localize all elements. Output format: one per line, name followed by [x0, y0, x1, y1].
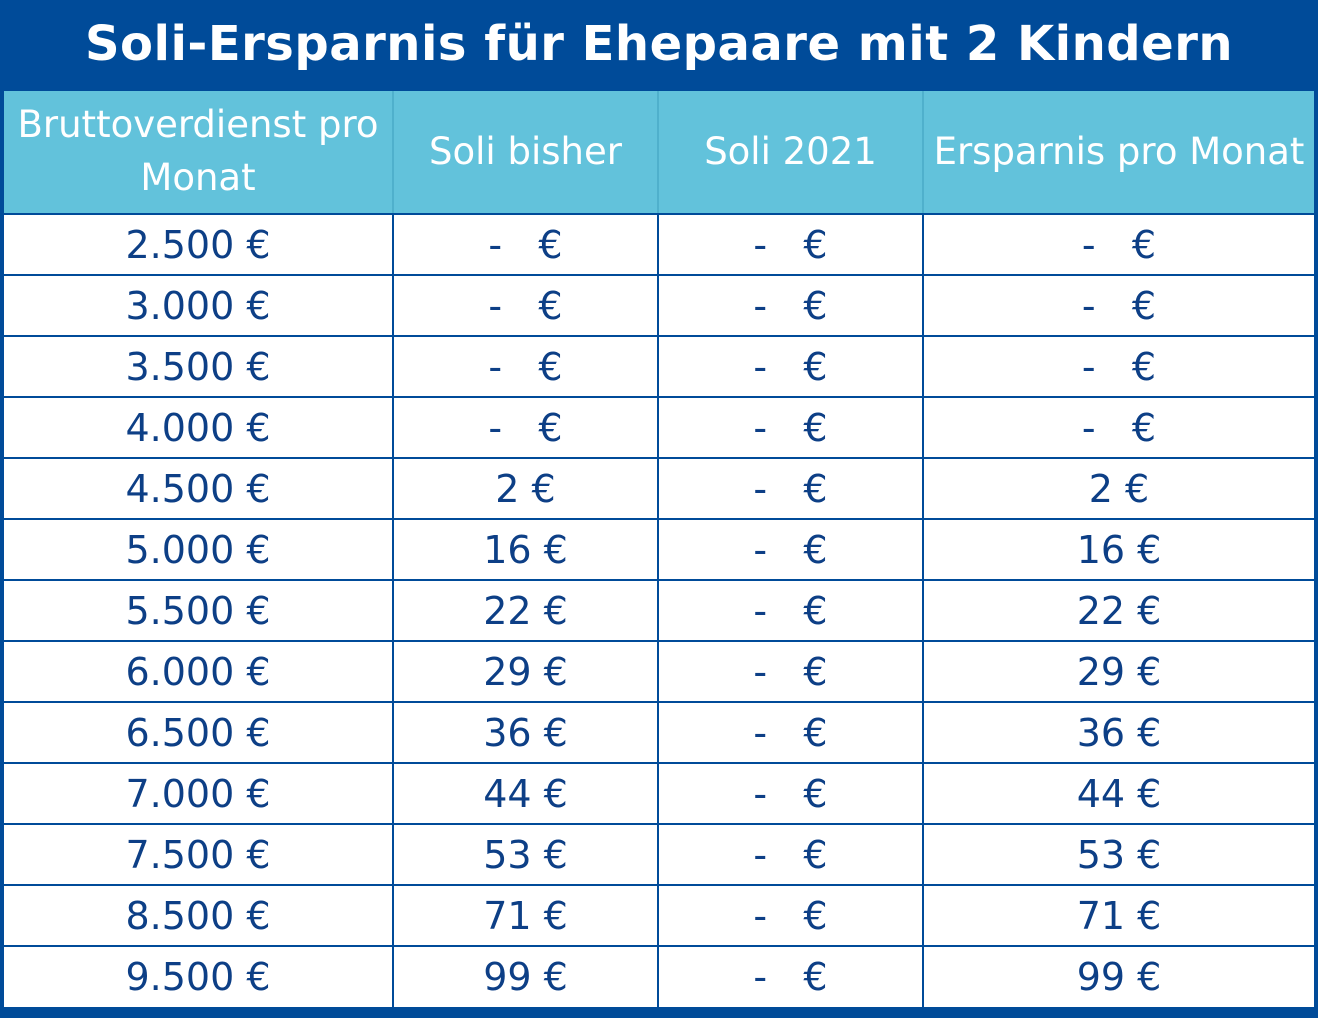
savings-table: Bruttoverdienst pro Monat Soli bisher So… [4, 91, 1314, 1007]
table-row: 3.500 € - € - € - € [4, 335, 1314, 398]
cell-savings: 22 € [922, 579, 1314, 642]
cell-savings: 16 € [922, 518, 1314, 581]
cell-gross-income: 2.500 € [4, 213, 394, 276]
cell-soli-before: 44 € [392, 762, 659, 825]
cell-savings: 71 € [922, 884, 1314, 947]
cell-savings: 99 € [922, 945, 1314, 1007]
table-row: 4.000 € - € - € - € [4, 396, 1314, 459]
cell-gross-income: 3.500 € [4, 335, 394, 398]
cell-soli-before: 16 € [392, 518, 659, 581]
cell-savings: - € [922, 274, 1314, 337]
table-header-row: Bruttoverdienst pro Monat Soli bisher So… [4, 91, 1314, 215]
table-row: 5.500 €22 € - €22 € [4, 579, 1314, 642]
cell-savings: - € [922, 335, 1314, 398]
column-header-savings: Ersparnis pro Monat [922, 91, 1314, 215]
table-title: Soli-Ersparnis für Ehepaare mit 2 Kinder… [0, 0, 1318, 91]
cell-savings: - € [922, 396, 1314, 459]
table-row: 6.000 €29 € - €29 € [4, 640, 1314, 703]
table-row: 6.500 €36 € - €36 € [4, 701, 1314, 764]
cell-soli-before: - € [392, 213, 659, 276]
cell-gross-income: 9.500 € [4, 945, 394, 1007]
cell-gross-income: 6.000 € [4, 640, 394, 703]
table-row: 7.000 €44 € - €44 € [4, 762, 1314, 825]
cell-soli-2021: - € [657, 518, 924, 581]
cell-savings: 36 € [922, 701, 1314, 764]
cell-soli-2021: - € [657, 457, 924, 520]
cell-soli-before: 36 € [392, 701, 659, 764]
cell-savings: 2 € [922, 457, 1314, 520]
table-row: 4.500 €2 € - €2 € [4, 457, 1314, 520]
cell-soli-2021: - € [657, 640, 924, 703]
cell-soli-before: 99 € [392, 945, 659, 1007]
cell-soli-2021: - € [657, 701, 924, 764]
cell-soli-before: - € [392, 274, 659, 337]
column-header-soli-2021: Soli 2021 [657, 91, 923, 215]
cell-gross-income: 7.500 € [4, 823, 394, 886]
cell-soli-before: - € [392, 335, 659, 398]
cell-savings: 29 € [922, 640, 1314, 703]
table-row: 3.000 € - € - € - € [4, 274, 1314, 337]
cell-soli-before: 22 € [392, 579, 659, 642]
table-row: 8.500 €71 € - €71 € [4, 884, 1314, 947]
cell-soli-2021: - € [657, 213, 924, 276]
cell-soli-2021: - € [657, 396, 924, 459]
cell-soli-2021: - € [657, 335, 924, 398]
cell-gross-income: 4.500 € [4, 457, 394, 520]
cell-soli-2021: - € [657, 274, 924, 337]
cell-soli-2021: - € [657, 579, 924, 642]
cell-gross-income: 6.500 € [4, 701, 394, 764]
cell-soli-before: 29 € [392, 640, 659, 703]
cell-gross-income: 4.000 € [4, 396, 394, 459]
cell-soli-2021: - € [657, 945, 924, 1007]
table-row: 9.500 €99 € - €99 € [4, 945, 1314, 1007]
column-header-soli-before: Soli bisher [392, 91, 658, 215]
cell-savings: - € [922, 213, 1314, 276]
table-body: 2.500 € - € - € - €3.000 € - € - € - €3.500 € -… [4, 213, 1314, 1007]
table-row: 5.000 €16 € - €16 € [4, 518, 1314, 581]
cell-savings: 44 € [922, 762, 1314, 825]
cell-soli-2021: - € [657, 884, 924, 947]
cell-savings: 53 € [922, 823, 1314, 886]
cell-gross-income: 8.500 € [4, 884, 394, 947]
table-row: 7.500 €53 € - €53 € [4, 823, 1314, 886]
cell-soli-before: 2 € [392, 457, 659, 520]
cell-gross-income: 5.500 € [4, 579, 394, 642]
table-row: 2.500 € - € - € - € [4, 213, 1314, 276]
cell-soli-2021: - € [657, 823, 924, 886]
cell-gross-income: 5.000 € [4, 518, 394, 581]
cell-soli-before: - € [392, 396, 659, 459]
cell-gross-income: 3.000 € [4, 274, 394, 337]
cell-soli-2021: - € [657, 762, 924, 825]
column-header-gross-income: Bruttoverdienst pro Monat [4, 91, 393, 215]
cell-soli-before: 71 € [392, 884, 659, 947]
cell-soli-before: 53 € [392, 823, 659, 886]
cell-gross-income: 7.000 € [4, 762, 394, 825]
